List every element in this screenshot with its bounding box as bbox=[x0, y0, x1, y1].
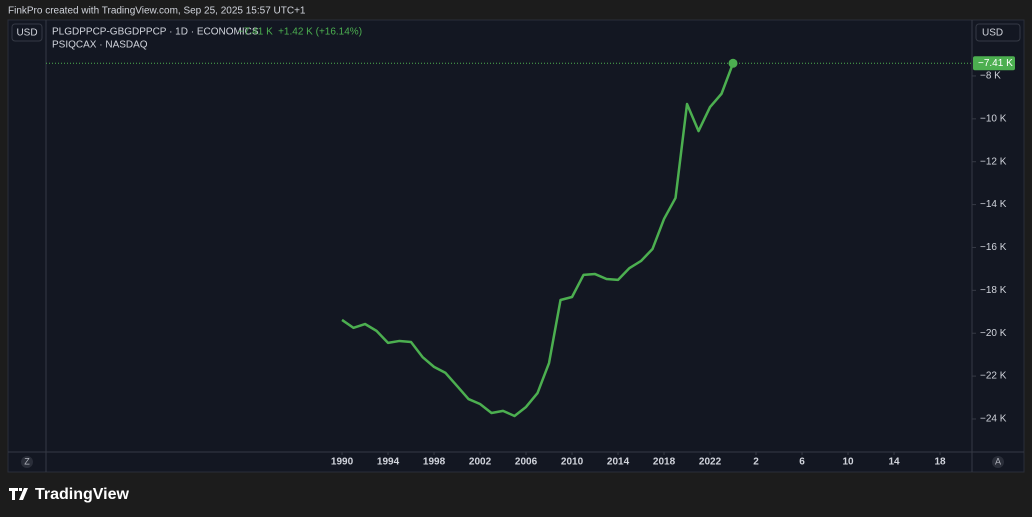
x-tick-label: 1998 bbox=[423, 457, 446, 468]
x-tick-label: 1990 bbox=[331, 457, 354, 468]
y-tick-label: −14 K bbox=[980, 199, 1007, 210]
last-value-label: −7.41 K bbox=[978, 58, 1013, 69]
y-tick-label: −16 K bbox=[980, 242, 1007, 253]
currency-button[interactable] bbox=[11, 23, 43, 42]
x-tick-label: 2 bbox=[753, 457, 759, 468]
x-tick-label: 2018 bbox=[653, 457, 676, 468]
y-tick-label: −22 K bbox=[980, 371, 1007, 382]
brand: TradingView bbox=[35, 486, 130, 503]
z-button-bg[interactable] bbox=[21, 456, 33, 468]
chart-pane bbox=[7, 19, 1025, 473]
x-tick-label: 2006 bbox=[515, 457, 538, 468]
x-tick-label: 14 bbox=[888, 457, 900, 468]
x-tick-label: 10 bbox=[842, 457, 854, 468]
x-tick-label: 2022 bbox=[699, 457, 722, 468]
last-value-tag bbox=[973, 56, 1015, 71]
legend-change: +1.42 K (+16.14%) bbox=[278, 27, 362, 38]
a-button-bg[interactable] bbox=[992, 456, 1004, 468]
y-tick-label: −18 K bbox=[980, 285, 1007, 296]
z-button[interactable]: Z bbox=[24, 456, 30, 466]
source: PSIQCAX · NASDAQ bbox=[52, 40, 148, 51]
series-line bbox=[341, 62, 735, 418]
credit: FinkPro created with TradingView.com, Se… bbox=[8, 6, 306, 17]
legend-value: −7.41 K bbox=[238, 27, 273, 38]
currency-button[interactable] bbox=[975, 23, 1021, 42]
x-tick-label: 2010 bbox=[561, 457, 584, 468]
x-tick-label: 2002 bbox=[469, 457, 492, 468]
currency-left[interactable]: USD bbox=[16, 28, 37, 39]
y-tick-label: −24 K bbox=[980, 414, 1007, 425]
brand-logo bbox=[9, 488, 28, 500]
a-button[interactable]: A bbox=[995, 456, 1001, 466]
x-tick-label: 2014 bbox=[607, 457, 630, 468]
y-tick-label: −20 K bbox=[980, 328, 1007, 339]
symbol: PLGDPPCP-GBGDPPCP · 1D · ECONOMICS bbox=[52, 27, 259, 38]
y-tick-label: −10 K bbox=[980, 113, 1007, 124]
y-tick-label: −8 K bbox=[980, 71, 1001, 82]
y-tick-label: −12 K bbox=[980, 156, 1007, 167]
currency-right[interactable]: USD bbox=[982, 28, 1003, 39]
last-point bbox=[728, 58, 738, 68]
x-tick-label: 1994 bbox=[377, 457, 400, 468]
x-tick-label: 18 bbox=[934, 457, 946, 468]
x-tick-label: 6 bbox=[799, 457, 805, 468]
